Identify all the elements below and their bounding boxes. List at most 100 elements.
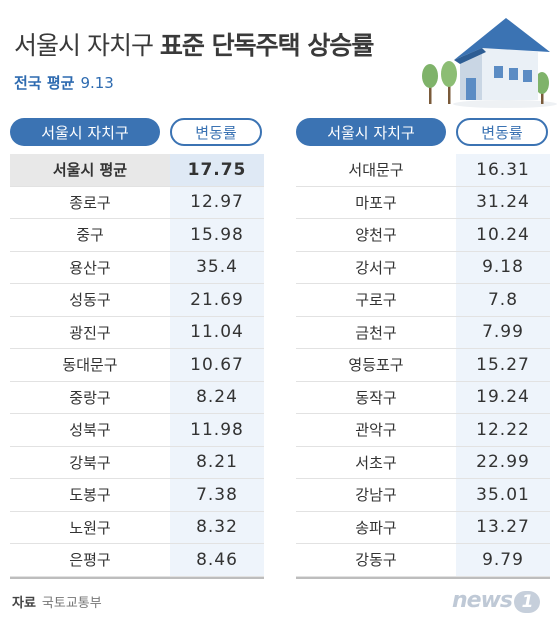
national-average-value: 9.13 — [80, 74, 114, 92]
district-name: 금천구 — [355, 323, 397, 342]
district-name: 용산구 — [69, 258, 111, 277]
table-row: 마포구 31.24 — [296, 186, 550, 219]
change-value: 19.24 — [456, 381, 550, 413]
district-header: 서울시 자치구 — [296, 118, 446, 146]
source-text: 국토교통부 — [41, 596, 102, 611]
district-header: 서울시 자치구 — [10, 118, 160, 146]
change-value: 9.18 — [456, 251, 550, 283]
source-note: 자료 국토교통부 — [12, 592, 102, 611]
table-row: 서대문구 16.31 — [296, 154, 550, 187]
table-row: 서울시 평균 17.75 — [10, 154, 264, 187]
district-name: 성동구 — [69, 291, 111, 310]
table-row: 강남구 35.01 — [296, 479, 550, 512]
table-row: 구로구 7.8 — [296, 284, 550, 317]
news1-logo: news 1 — [452, 588, 541, 613]
district-name: 송파구 — [355, 518, 397, 537]
right-table: 서울시 자치구 변동률 서대문구 16.31 마포구 31.24 양천구 10.24 강서구… — [296, 118, 550, 579]
district-name: 광진구 — [69, 323, 111, 342]
change-value: 8.24 — [170, 381, 264, 413]
left-table: 서울시 자치구 변동률 서울시 평균 17.75 종로구 12.97 중구 15.98 용산… — [10, 118, 264, 579]
table-row: 양천구 10.24 — [296, 219, 550, 252]
district-name: 서울시 평균 — [10, 154, 170, 186]
table-row: 강동구 9.79 — [296, 544, 550, 577]
change-value: 11.04 — [170, 316, 264, 348]
district-name: 강서구 — [355, 258, 397, 277]
change-value: 7.8 — [456, 284, 550, 316]
national-average-label: 전국 평균 — [14, 74, 75, 92]
table-row: 용산구 35.4 — [10, 251, 264, 284]
change-value: 9.79 — [456, 544, 550, 576]
change-value: 31.24 — [456, 186, 550, 218]
district-name: 노원구 — [69, 518, 111, 537]
left-rows: 서울시 평균 17.75 종로구 12.97 중구 15.98 용산구 35.4 성동구 21.6… — [10, 154, 264, 579]
source-label: 자료 — [12, 596, 36, 611]
district-name: 영등포구 — [348, 356, 404, 375]
table-row: 광진구 11.04 — [10, 316, 264, 349]
title-part1: 서울시 자치구 — [14, 31, 160, 60]
district-name: 중구 — [76, 226, 104, 245]
change-value: 15.98 — [170, 219, 264, 251]
district-name: 관악구 — [355, 421, 397, 440]
table-row: 도봉구 7.38 — [10, 479, 264, 512]
change-value: 16.31 — [456, 154, 550, 186]
table-row: 송파구 13.27 — [296, 511, 550, 544]
table-row: 강서구 9.18 — [296, 251, 550, 284]
right-table-header: 서울시 자치구 변동률 — [296, 118, 550, 148]
district-name: 종로구 — [69, 193, 111, 212]
table-row: 금천구 7.99 — [296, 316, 550, 349]
table-row: 중구 15.98 — [10, 219, 264, 252]
table-row: 관악구 12.22 — [296, 414, 550, 447]
district-name: 마포구 — [355, 193, 397, 212]
change-value: 7.99 — [456, 316, 550, 348]
table-bottom-rule — [10, 576, 264, 579]
change-value: 12.97 — [170, 186, 264, 218]
change-value: 11.98 — [170, 414, 264, 446]
table-row: 중랑구 8.24 — [10, 381, 264, 414]
table-row: 서초구 22.99 — [296, 446, 550, 479]
district-name: 구로구 — [355, 291, 397, 310]
district-name: 동작구 — [355, 388, 397, 407]
change-header: 변동률 — [170, 118, 262, 146]
title-part2: 표준 단독주택 상승률 — [159, 31, 374, 60]
change-value: 8.21 — [170, 446, 264, 478]
logo-mark: 1 — [514, 591, 541, 613]
page-title: 서울시 자치구 표준 단독주택 상승률 — [14, 26, 374, 62]
change-header: 변동률 — [456, 118, 548, 146]
district-name: 강북구 — [69, 453, 111, 472]
district-name: 성북구 — [69, 421, 111, 440]
district-name: 은평구 — [69, 551, 111, 570]
district-name: 중랑구 — [69, 388, 111, 407]
house-illustration-icon — [422, 18, 557, 108]
district-name: 동대문구 — [62, 356, 118, 375]
change-value: 8.46 — [170, 544, 264, 576]
change-value: 35.4 — [170, 251, 264, 283]
district-name: 서대문구 — [348, 161, 404, 180]
change-value: 21.69 — [170, 284, 264, 316]
table-row: 동작구 19.24 — [296, 381, 550, 414]
logo-text: news — [452, 588, 513, 613]
change-value: 7.38 — [170, 479, 264, 511]
table-row: 노원구 8.32 — [10, 511, 264, 544]
district-name: 도봉구 — [69, 486, 111, 505]
district-name: 강남구 — [355, 486, 397, 505]
district-name: 서초구 — [355, 453, 397, 472]
table-row: 성북구 11.98 — [10, 414, 264, 447]
table-row: 성동구 21.69 — [10, 284, 264, 317]
change-value: 22.99 — [456, 446, 550, 478]
left-table-header: 서울시 자치구 변동률 — [10, 118, 264, 148]
change-value: 15.27 — [456, 349, 550, 381]
table-row: 종로구 12.97 — [10, 186, 264, 219]
change-value: 35.01 — [456, 479, 550, 511]
right-rows: 서대문구 16.31 마포구 31.24 양천구 10.24 강서구 9.18 구로구 7.8 금천… — [296, 154, 550, 579]
table-row: 동대문구 10.67 — [10, 349, 264, 382]
table-bottom-rule — [296, 576, 550, 579]
national-average: 전국 평균 9.13 — [14, 72, 114, 93]
change-value: 13.27 — [456, 511, 550, 543]
table-row: 영등포구 15.27 — [296, 349, 550, 382]
change-value: 10.67 — [170, 349, 264, 381]
change-value: 8.32 — [170, 511, 264, 543]
change-value: 10.24 — [456, 219, 550, 251]
district-name: 양천구 — [355, 226, 397, 245]
district-name: 강동구 — [355, 551, 397, 570]
change-value: 17.75 — [170, 154, 264, 186]
